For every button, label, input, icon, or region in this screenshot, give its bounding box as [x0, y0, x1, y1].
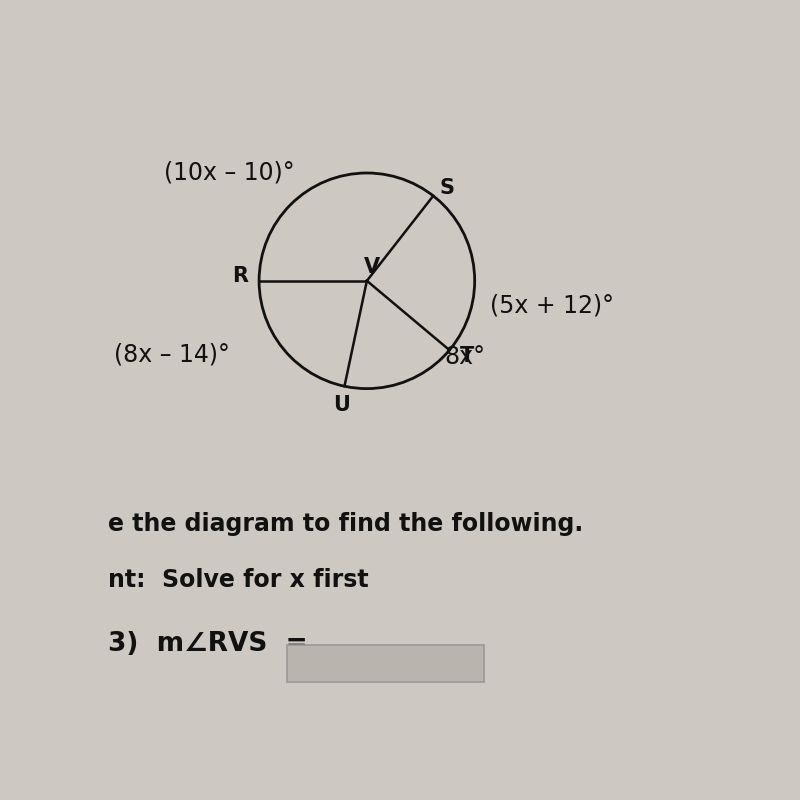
Text: U: U — [333, 394, 350, 414]
Text: T: T — [459, 346, 474, 366]
Text: (8x – 14)°: (8x – 14)° — [114, 342, 230, 366]
Text: R: R — [233, 266, 249, 286]
Text: S: S — [439, 178, 454, 198]
Text: 3)  m∠RVS  =: 3) m∠RVS = — [108, 630, 308, 657]
Text: nt:  Solve for x first: nt: Solve for x first — [108, 568, 369, 592]
Text: 8x°: 8x° — [444, 346, 485, 370]
Text: (5x + 12)°: (5x + 12)° — [490, 294, 614, 318]
FancyBboxPatch shape — [286, 646, 484, 682]
Text: (10x – 10)°: (10x – 10)° — [163, 161, 294, 185]
Text: V: V — [364, 258, 380, 278]
Text: e the diagram to find the following.: e the diagram to find the following. — [108, 513, 583, 537]
